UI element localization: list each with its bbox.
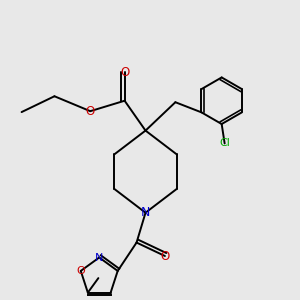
Text: O: O (86, 105, 95, 118)
Text: N: N (95, 253, 103, 262)
Text: O: O (76, 266, 85, 276)
Text: Cl: Cl (219, 138, 230, 148)
Text: O: O (120, 66, 129, 79)
Text: N: N (141, 206, 150, 219)
Text: O: O (160, 250, 170, 262)
